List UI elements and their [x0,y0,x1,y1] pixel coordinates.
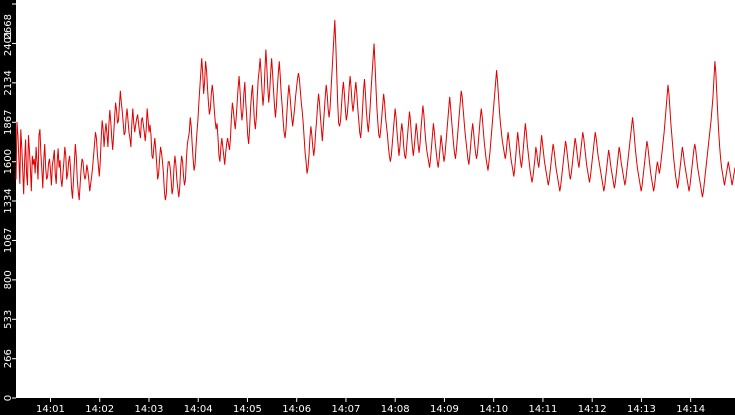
x-axis-ticks: 14:01 14:02 14:03 14:04 14:05 14:06 14:07 14:08… [36,398,705,415]
x-tick-label: 14:07 [332,404,361,415]
y-tick-label: 1867 [3,110,14,135]
x-tick-label: 14:05 [233,404,262,415]
series-layer [15,19,735,201]
x-tick-label: 14:11 [529,404,558,415]
x-tick-label: 14:10 [479,404,508,415]
y-tick-label: 533 [3,310,14,329]
y-tick-label: 0 [3,395,14,401]
y-tick-label: 800 [3,270,14,289]
x-tick-label: 14:06 [282,404,311,415]
y-tick-label: 1334 [3,188,14,213]
x-tick-label: 14:09 [430,404,459,415]
y-tick-label: 2668 [3,14,14,39]
y-tick-label: 2401 [3,31,14,56]
x-tick-label: 14:04 [184,404,213,415]
x-tick-label: 14:08 [381,404,410,415]
y-tick-label: 2134 [3,70,14,95]
x-tick-label: 14:13 [627,404,656,415]
x-tick-label: 14:14 [676,404,705,415]
y-tick-label: 266 [3,349,14,368]
x-tick-label: 14:03 [135,404,164,415]
x-tick-label: 14:02 [85,404,114,415]
x-tick-label: 14:01 [36,404,65,415]
series-line [15,19,735,201]
y-axis-band [0,0,16,415]
y-tick-label: 1600 [3,149,14,174]
x-axis-band [0,398,735,415]
x-tick-label: 14:12 [578,404,607,415]
y-tick-label: 1067 [3,228,14,253]
